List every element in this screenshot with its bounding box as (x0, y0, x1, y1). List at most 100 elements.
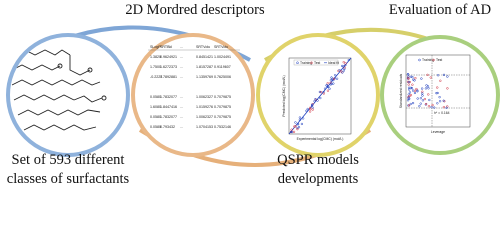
table-cell: -0.2227 (150, 75, 162, 79)
table-cell: 1.8447416 (160, 105, 177, 109)
scatter-point (310, 104, 314, 107)
scatter-point (409, 102, 412, 106)
table-header: SRTVolu (214, 45, 228, 49)
scatter-point (442, 73, 446, 77)
scatter-point (300, 122, 304, 126)
table-cell: 1.0062327 (196, 115, 213, 119)
scatter-point (341, 71, 344, 74)
table-cell: 1.6080 (150, 105, 161, 109)
table-cell: 1.0704153 (196, 125, 213, 129)
scatter-point (330, 76, 333, 79)
scatter-point (436, 86, 439, 89)
scatter-point (411, 101, 415, 105)
scatter-point (328, 87, 331, 90)
table-cell: 0.7079875 (214, 95, 231, 99)
scatter-point (316, 99, 319, 102)
table-cell: 0.0580 (150, 125, 161, 129)
y-axis-label: Standardized residuals (399, 73, 403, 108)
scatter-point (322, 92, 325, 95)
table-cell: 0.7532146 (214, 125, 231, 129)
table-cell: 0.0580 (150, 115, 161, 119)
scatter-point (446, 75, 449, 78)
scatter-point (424, 87, 428, 90)
table-cell: 1.6272373 (160, 65, 177, 69)
scatter-point (431, 103, 434, 107)
scatter-point (420, 87, 424, 90)
legend-swatch (432, 58, 435, 62)
caption: QSPR models (277, 152, 359, 168)
scatter-point (439, 79, 442, 82)
legend-swatch (418, 58, 421, 62)
table-cell: 1.0062327 (196, 95, 213, 99)
scatter-point (342, 65, 345, 68)
scatter-point (426, 85, 430, 88)
table-cell: 1.7832077 (160, 95, 177, 99)
scatter-point (290, 128, 293, 131)
scatter-point (436, 91, 439, 95)
scatter-point (326, 89, 330, 92)
scatter-point (314, 98, 317, 101)
scatter-point (430, 105, 433, 109)
scatter-point (411, 75, 414, 79)
scatter-point (298, 118, 301, 121)
scatter-point (408, 91, 412, 94)
scatter-point (311, 108, 314, 111)
legend-label: Training (422, 58, 434, 62)
table-header: ... (180, 45, 183, 49)
scatter-point (408, 94, 411, 98)
scatter-point (419, 97, 423, 100)
scatter-point (294, 125, 297, 128)
scatter-point (427, 93, 430, 96)
scatter-point (421, 94, 424, 97)
x-axis-label: Leverage (431, 130, 445, 134)
scatter-point (406, 73, 410, 76)
scatter-point (326, 85, 329, 89)
caption: developments (278, 171, 359, 187)
table-cell: 0.7892881 (160, 75, 177, 79)
scatter-point (412, 78, 415, 81)
legend-label: Training (300, 61, 312, 65)
table-cell: ... (180, 125, 183, 129)
table-cell: 1.7832077 (160, 115, 177, 119)
scatter-point (409, 86, 413, 89)
table-cell: ... (180, 55, 183, 59)
scatter-point (415, 87, 418, 91)
scatter-point (344, 62, 347, 65)
scatter-point (414, 77, 417, 80)
scatter-point (426, 73, 429, 77)
table-cell: 1.1359769 (196, 75, 213, 79)
scatter-point (341, 64, 344, 68)
scatter-point (407, 83, 410, 86)
scatter-point (293, 125, 296, 128)
scatter-point (428, 98, 431, 102)
table-cell: ... (180, 105, 183, 109)
graphical-abstract: 2D Mordred descriptors Evaluation of AD … (6, 2, 500, 187)
scatter-point (419, 102, 422, 105)
circle-descriptors (131, 33, 255, 157)
table-cell: 0.793432 (160, 125, 175, 129)
table-cell: 0.7079875 (214, 105, 231, 109)
scatter-point (424, 102, 428, 106)
table-cell: 1.8157287 (196, 65, 213, 69)
scatter-point (409, 75, 413, 78)
scatter-point (333, 74, 337, 77)
scatter-point (407, 80, 410, 84)
scatter-point (292, 130, 296, 134)
molecule-drawings (11, 49, 107, 131)
scatter-point (342, 61, 345, 64)
scatter-point (427, 87, 430, 90)
scatter-point (301, 117, 305, 120)
caption: Set of 593 different (12, 152, 125, 168)
scatter-point (296, 123, 300, 126)
table-cell: 0.0580 (150, 95, 161, 99)
legend-box (293, 59, 339, 66)
scatter-point (438, 96, 441, 99)
scatter-point (413, 91, 417, 95)
scatter-point (318, 90, 322, 94)
scatter-point (406, 99, 410, 102)
scatter-point (298, 116, 302, 119)
scatter-point (411, 83, 414, 86)
scatter-point (433, 106, 436, 109)
table-cell: 0.8451421 (196, 55, 213, 59)
legend-label: Ideal fit (328, 61, 339, 65)
